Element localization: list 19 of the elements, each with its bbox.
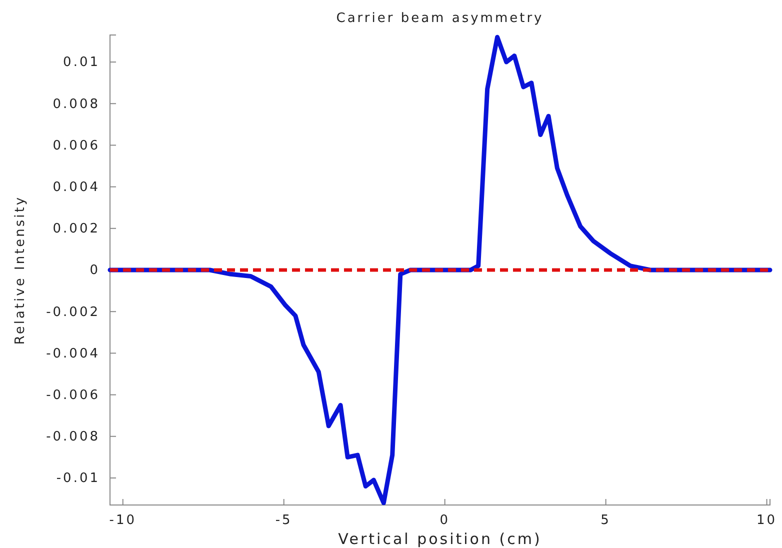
y-tick-label: 0.008: [52, 96, 100, 112]
y-tick-label: -0.008: [46, 430, 100, 445]
x-axis-title: Vertical position (cm): [338, 530, 542, 548]
y-tick-label: 0: [90, 263, 100, 278]
y-tick-label: -0.002: [46, 304, 100, 320]
x-tick-label: -10: [109, 513, 136, 528]
x-tick-label: -5: [275, 513, 292, 528]
chart-title: Carrier beam asymmetry: [336, 11, 544, 26]
y-tick-label: 0.01: [63, 55, 100, 70]
y-tick-label: 0.006: [52, 138, 100, 154]
x-tick-label: 5: [600, 513, 611, 528]
y-tick-label: 0.002: [52, 222, 100, 237]
y-tick-label: -0.004: [46, 346, 100, 362]
x-tick-label: 0: [440, 513, 450, 528]
y-tick-label: -0.01: [56, 471, 100, 486]
y-tick-label: 0.004: [52, 180, 100, 195]
y-tick-label: -0.006: [46, 388, 100, 403]
x-tick-label: 10: [756, 513, 778, 528]
y-axis-title: Relative Intensity: [13, 195, 28, 345]
